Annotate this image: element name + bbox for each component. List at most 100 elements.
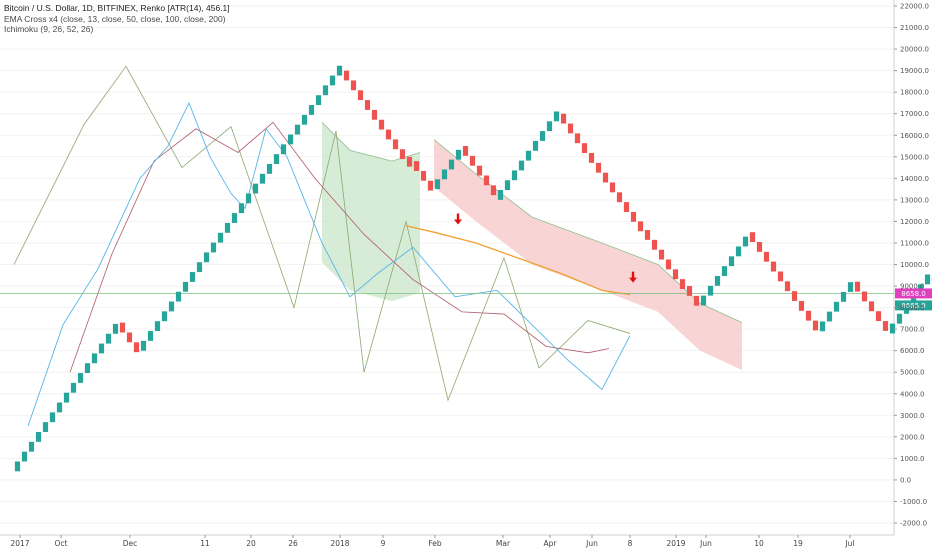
brick-down [385,129,392,140]
brick-down [462,146,469,156]
brick-up [315,95,322,106]
brick-down [623,202,630,212]
brick-up [35,431,42,442]
y-tick-label: 5000.0 [900,369,925,377]
brick-up [448,159,455,170]
price-badge [895,300,932,311]
brick-up [497,190,504,200]
cloud-red [434,139,742,371]
brick-up [728,256,735,267]
price-axis[interactable]: -2000.0 -1000.0 0.0 1000.0 2000.0 3000.0 4000.… [894,3,929,528]
x-tick-label: Jun [585,539,598,548]
brick-up [147,331,154,341]
y-tick-label: 10000.0 [900,261,929,269]
brick-down [567,123,574,134]
brick-down [637,221,644,232]
brick-up [49,412,56,423]
brick-up [896,313,903,324]
brick-down [406,156,413,167]
brick-up [504,180,511,191]
brick-up [245,193,252,204]
brick-down [581,143,588,154]
y-tick-label: 7000.0 [900,326,925,334]
brick-down [413,161,420,171]
y-tick-label: 0.0 [900,476,911,484]
y-tick-label: 21000.0 [900,24,929,32]
brick-up [546,121,553,132]
brick-up [707,285,714,296]
brick-down [588,153,595,163]
x-tick-label: Oct [55,539,68,548]
y-tick-label: 22000.0 [900,3,929,11]
time-axis[interactable]: 2017 Oct Dec 11 20 26 2018 9 Feb Mar Apr Jun 8 2019 Ju… [10,535,855,548]
brick-down [490,185,497,196]
x-tick-label: 19 [793,539,803,548]
x-tick-label: 2019 [666,539,685,548]
brick-up [140,340,147,351]
y-tick-label: 11000.0 [900,239,929,247]
brick-up [98,343,105,354]
brick-down [672,269,679,280]
price-badge-label: 8665.9 [901,302,926,310]
brick-up [455,149,462,160]
brick-up [77,373,84,383]
signal-arrow-icon [454,213,462,225]
brick-down [357,90,364,101]
ichimoku-legend[interactable]: Ichimoku (9, 26, 52, 26) [4,24,94,34]
brick-down [392,139,399,150]
brick-up [42,422,49,432]
y-tick-label: -2000.0 [900,520,927,528]
brick-up [735,246,742,257]
overlays: 8658.0 8665.9 [454,213,932,311]
price-badge-label: 8658.0 [901,290,926,298]
y-tick-label: 18000.0 [900,89,929,97]
brick-up [28,441,35,452]
ema-cross-legend[interactable]: EMA Cross x4 (close, 13, close, 50, clos… [4,13,226,24]
brick-down [483,175,490,186]
brick-up [840,291,847,302]
x-tick-label: 9 [381,539,386,548]
chikou-span [13,65,631,402]
y-tick-label: 12000.0 [900,218,929,226]
brick-up [63,392,70,403]
y-tick-label: 19000.0 [900,67,929,75]
x-tick-label: 2018 [330,539,349,548]
brick-up [21,451,28,462]
brick-up [301,114,308,125]
brick-down [693,295,700,306]
y-tick-label: 15000.0 [900,153,929,161]
brick-down [882,321,889,331]
brick-up [847,282,854,292]
brick-down [119,322,126,333]
symbol-title[interactable]: Bitcoin / U.S. Dollar, 1D, BITFINEX, Ren… [4,3,230,13]
brick-up [189,272,196,282]
y-tick-label: 1000.0 [900,455,925,463]
brick-down [861,291,868,302]
brick-up [833,301,840,312]
x-tick-label: 11 [200,539,210,548]
brick-down [602,172,609,183]
brick-down [868,301,875,312]
brick-up [266,163,273,174]
brick-up [714,275,721,286]
brick-up [889,323,896,334]
brick-up [280,144,287,155]
brick-up [224,222,231,233]
brick-down [616,192,623,203]
brick-down [805,310,812,321]
brick-up [196,262,203,273]
y-tick-label: 2000.0 [900,433,925,441]
brick-down [812,320,819,331]
brick-down [854,281,861,292]
brick-up [217,232,224,243]
y-tick-label: -1000.0 [900,498,927,506]
y-tick-label: 3000.0 [900,412,925,420]
brick-up [826,311,833,322]
brick-up [70,382,77,393]
brick-up [287,134,294,145]
brick-down [399,149,406,160]
brick-down [371,109,378,120]
brick-up [441,169,448,180]
brick-up [252,183,259,194]
